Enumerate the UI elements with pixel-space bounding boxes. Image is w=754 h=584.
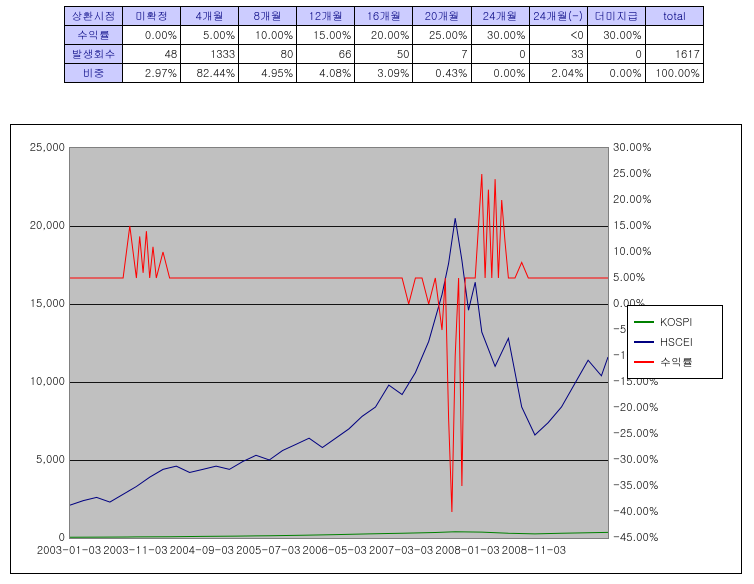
ytick-right-label: -25.00% xyxy=(613,426,673,441)
ytick-right-label: 5.00% xyxy=(613,270,673,285)
cell: 80 xyxy=(239,45,297,64)
legend-swatch xyxy=(634,361,654,363)
table-row: 비중2.97%82.44%4.95%4.08%3.09%0.43%0.00%2.… xyxy=(65,64,704,83)
cell: 2.04% xyxy=(529,64,587,83)
col-header: 20개월 xyxy=(413,7,471,26)
cell: 7 xyxy=(413,45,471,64)
xtick-label: 2004-09-03 xyxy=(170,543,234,558)
cell: 0.43% xyxy=(413,64,471,83)
cell xyxy=(645,26,703,45)
plot-area xyxy=(69,147,609,539)
cell: 0.00% xyxy=(587,64,645,83)
table-row: 발생회수481333806650703301617 xyxy=(65,45,704,64)
ytick-right-label: -30.00% xyxy=(613,452,673,467)
row-head: 수익률 xyxy=(65,26,123,45)
cell: 48 xyxy=(123,45,181,64)
row-head: 비중 xyxy=(65,64,123,83)
table-body: 수익률0.00%5.00%10.00%15.00%20.00%25.00%30.… xyxy=(65,26,704,83)
cell: 33 xyxy=(529,45,587,64)
cell: 1333 xyxy=(181,45,239,64)
legend-swatch xyxy=(634,341,654,343)
series-HSCEI xyxy=(70,218,608,505)
legend-item: KOSPI xyxy=(634,312,716,332)
col-header: 상환시점 xyxy=(65,7,123,26)
cell: 20.00% xyxy=(355,26,413,45)
ytick-right-label: -35.00% xyxy=(613,478,673,493)
xtick-label: 2008-11-03 xyxy=(502,543,566,558)
col-header: 12개월 xyxy=(297,7,355,26)
row-head: 발생회수 xyxy=(65,45,123,64)
col-header: 24개월(-) xyxy=(529,7,587,26)
cell: 0 xyxy=(587,45,645,64)
chart-outer: 05,00010,00015,00020,00025,000 -45.00%-4… xyxy=(10,124,742,574)
summary-table: 상환시점미확정4개월8개월12개월16개월20개월24개월24개월(-)더미지급… xyxy=(64,6,704,83)
cell: 0.00% xyxy=(123,26,181,45)
cell: 1617 xyxy=(645,45,703,64)
summary-table-wrap: 상환시점미확정4개월8개월12개월16개월20개월24개월24개월(-)더미지급… xyxy=(64,6,704,83)
ytick-left-label: 15,000 xyxy=(15,296,65,311)
cell: 5.00% xyxy=(181,26,239,45)
table-head: 상환시점미확정4개월8개월12개월16개월20개월24개월24개월(-)더미지급… xyxy=(65,7,704,26)
cell: 82.44% xyxy=(181,64,239,83)
cell: <0 xyxy=(529,26,587,45)
legend: KOSPI HSCEI 수익률 xyxy=(627,305,723,379)
xtick-label: 2007-03-03 xyxy=(369,543,433,558)
cell: 2.97% xyxy=(123,64,181,83)
cell: 66 xyxy=(297,45,355,64)
cell: 10.00% xyxy=(239,26,297,45)
col-header: 24개월 xyxy=(471,7,529,26)
cell: 0.00% xyxy=(471,64,529,83)
xtick-label: 2003-01-03 xyxy=(37,543,101,558)
ytick-right-label: 10.00% xyxy=(613,244,673,259)
cell: 100.00% xyxy=(645,64,703,83)
ytick-right-label: 20.00% xyxy=(613,192,673,207)
ytick-left-label: 20,000 xyxy=(15,218,65,233)
col-header: 4개월 xyxy=(181,7,239,26)
page-root: 상환시점미확정4개월8개월12개월16개월20개월24개월24개월(-)더미지급… xyxy=(0,0,754,584)
cell: 30.00% xyxy=(587,26,645,45)
series-KOSPI xyxy=(70,532,608,537)
xtick-label: 2008-01-03 xyxy=(435,543,499,558)
cell: 4.95% xyxy=(239,64,297,83)
cell: 25.00% xyxy=(413,26,471,45)
legend-swatch xyxy=(634,321,654,323)
ytick-left-label: 5,000 xyxy=(15,452,65,467)
cell: 0 xyxy=(471,45,529,64)
ytick-left-label: 25,000 xyxy=(15,140,65,155)
series-svg xyxy=(70,148,608,538)
cell: 4.08% xyxy=(297,64,355,83)
series-수익률 xyxy=(70,174,608,512)
col-header: 미확정 xyxy=(123,7,181,26)
table-row: 수익률0.00%5.00%10.00%15.00%20.00%25.00%30.… xyxy=(65,26,704,45)
cell: 50 xyxy=(355,45,413,64)
xtick-label: 2005-07-03 xyxy=(236,543,300,558)
cell: 30.00% xyxy=(471,26,529,45)
ytick-right-label: -20.00% xyxy=(613,400,673,415)
legend-label: KOSPI xyxy=(660,315,692,330)
cell: 15.00% xyxy=(297,26,355,45)
col-header: 더미지급 xyxy=(587,7,645,26)
legend-item: HSCEI xyxy=(634,332,716,352)
col-header: 16개월 xyxy=(355,7,413,26)
col-header: total xyxy=(645,7,703,26)
x-axis-ticks: 2003-01-032003-11-032004-09-032005-07-03… xyxy=(11,543,741,559)
ytick-right-label: -40.00% xyxy=(613,504,673,519)
ytick-right-label: 15.00% xyxy=(613,218,673,233)
xtick-label: 2006-05-03 xyxy=(303,543,367,558)
legend-label: HSCEI xyxy=(660,335,693,350)
table-header-row: 상환시점미확정4개월8개월12개월16개월20개월24개월24개월(-)더미지급… xyxy=(65,7,704,26)
ytick-left-label: 10,000 xyxy=(15,374,65,389)
ytick-right-label: 30.00% xyxy=(613,140,673,155)
xtick-label: 2003-11-03 xyxy=(103,543,167,558)
cell: 3.09% xyxy=(355,64,413,83)
col-header: 8개월 xyxy=(239,7,297,26)
legend-item: 수익률 xyxy=(634,352,716,372)
legend-label: 수익률 xyxy=(660,355,693,370)
ytick-right-label: 25.00% xyxy=(613,166,673,181)
